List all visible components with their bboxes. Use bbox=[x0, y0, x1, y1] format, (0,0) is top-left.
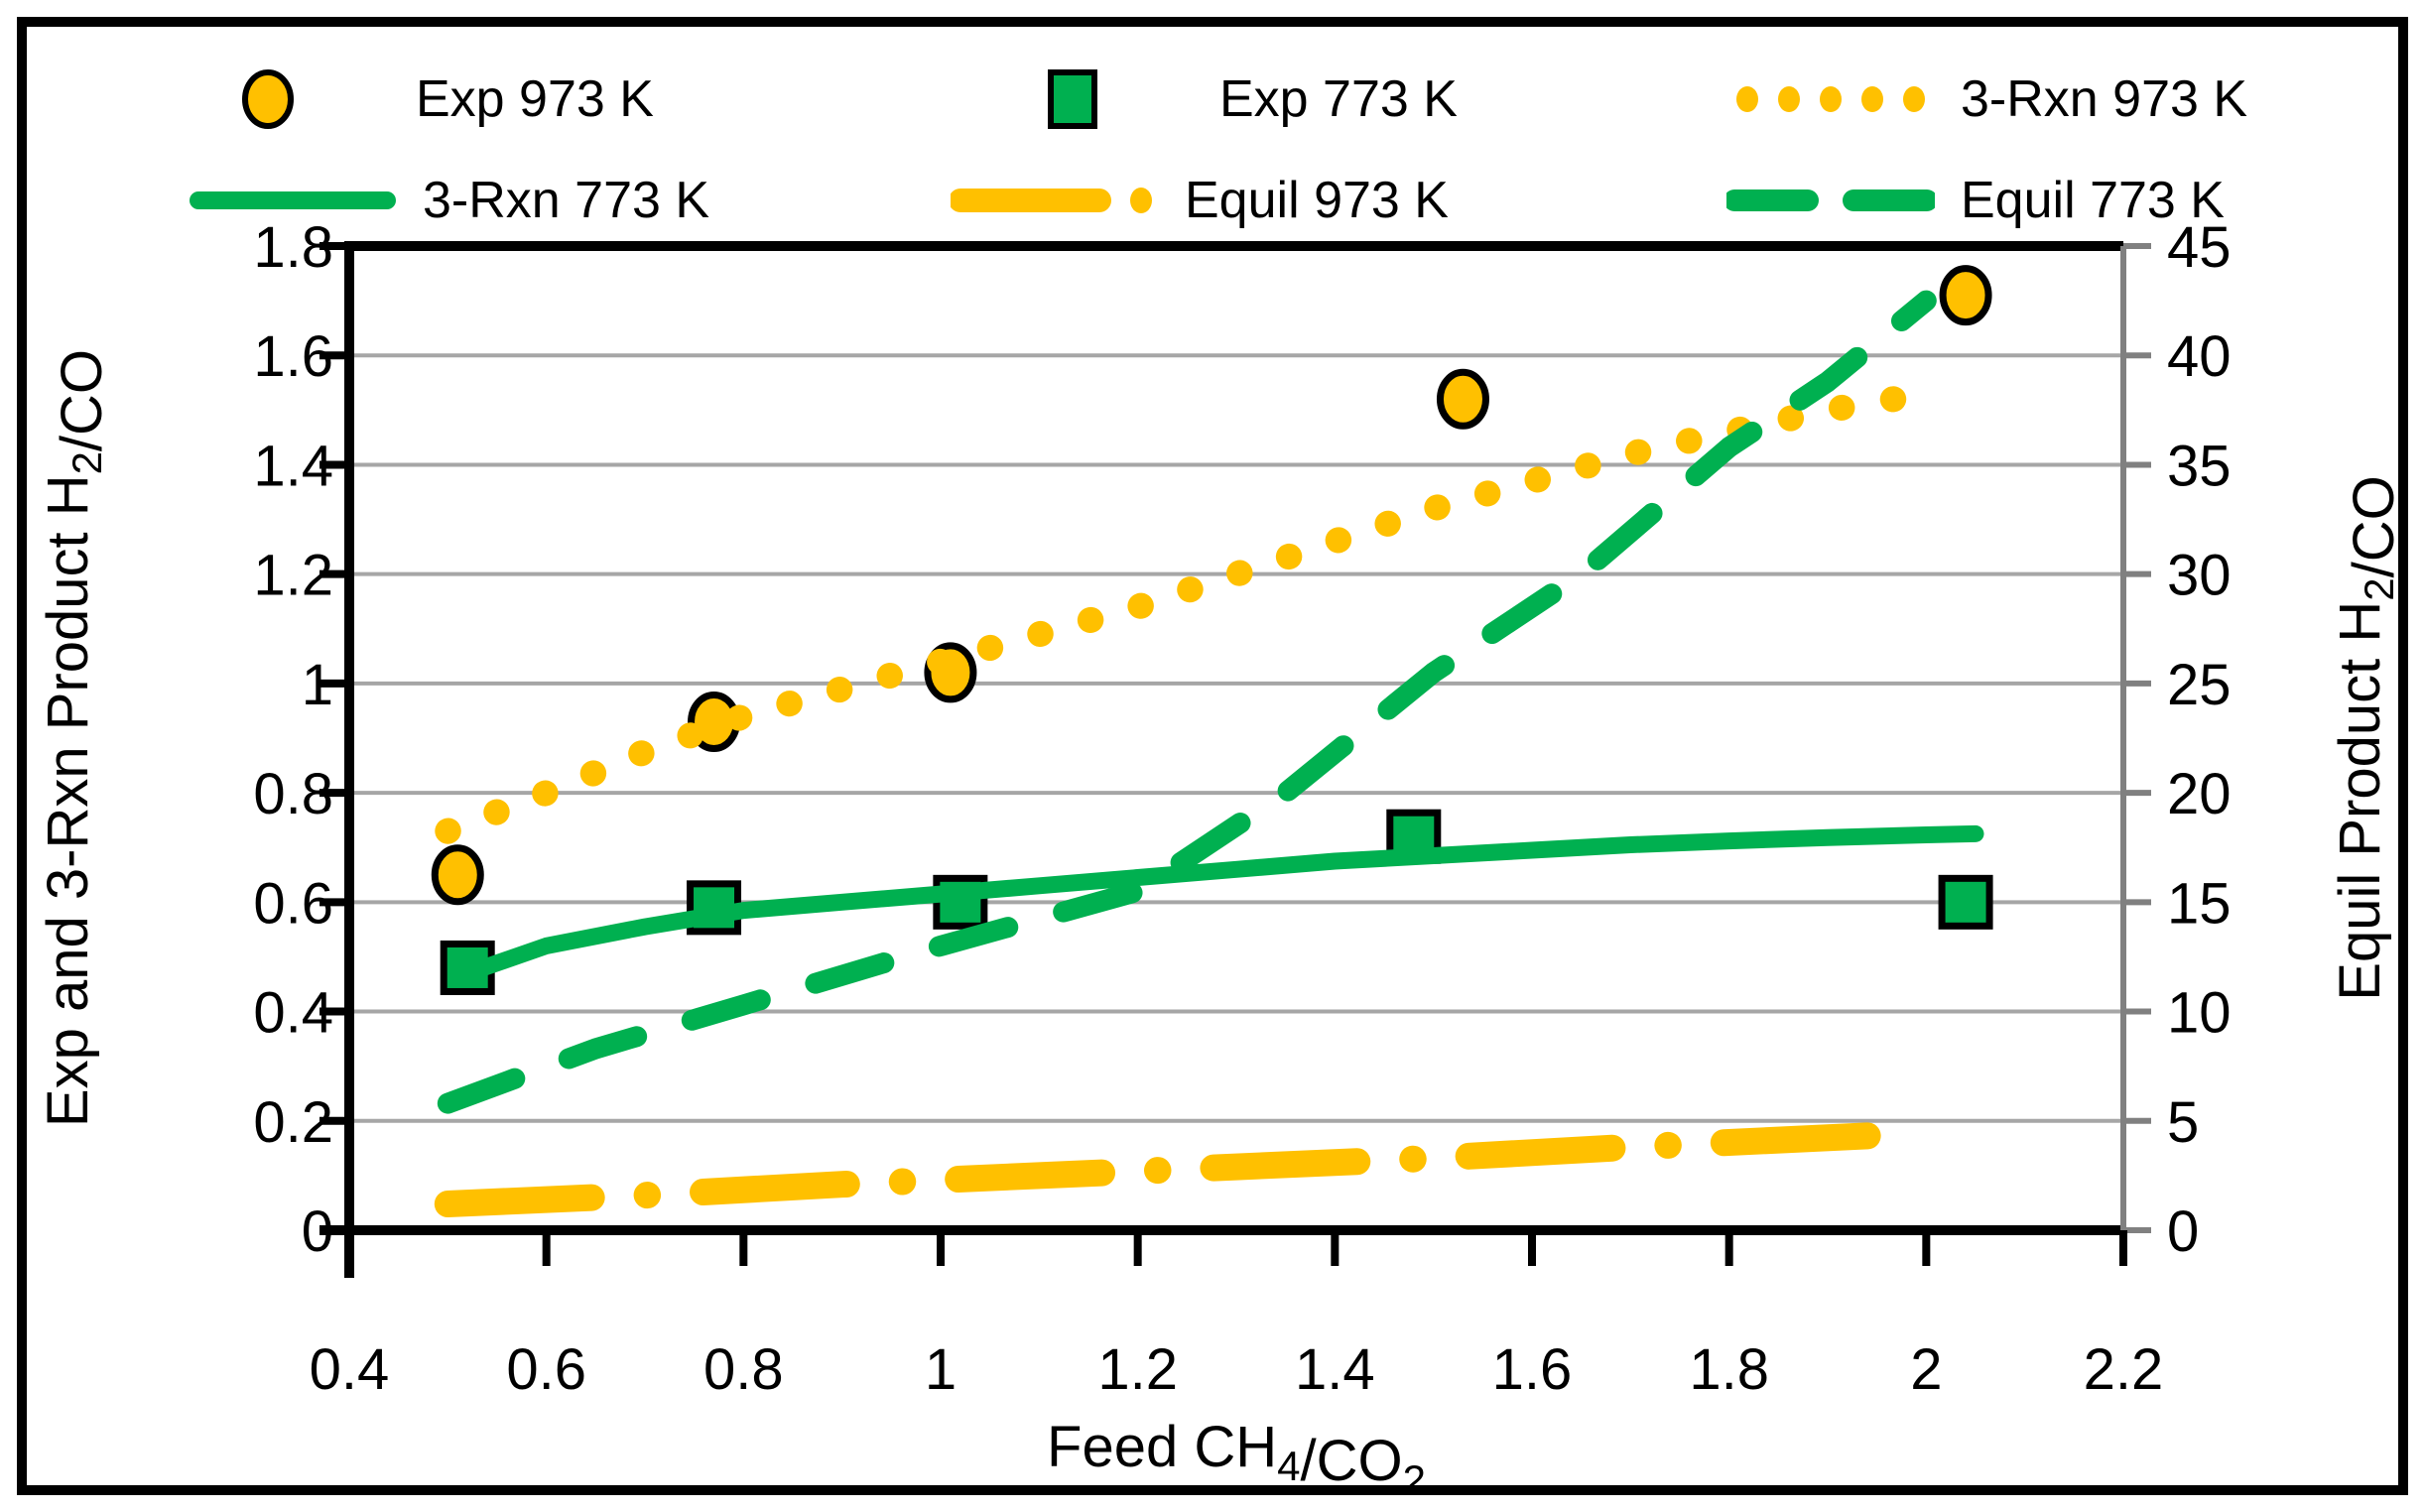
x-axis-title: Feed CH4/CO2 bbox=[1047, 1415, 1426, 1503]
data-point-circle bbox=[1939, 265, 1992, 326]
legend-item-exp-773: Exp 773 K bbox=[967, 67, 1458, 131]
plot-area bbox=[431, 265, 1993, 1217]
series-line-solid bbox=[458, 824, 1984, 982]
left-tick-label: 1.8 bbox=[253, 215, 333, 280]
left-tick-label: 0 bbox=[302, 1199, 333, 1264]
right-tick-label: 25 bbox=[2167, 653, 2232, 717]
legend-item-equil-773: Equil 773 K bbox=[1726, 169, 2225, 232]
series-line-dotted bbox=[435, 380, 1940, 844]
right-tick-label: 5 bbox=[2167, 1090, 2199, 1155]
solid-line-icon bbox=[190, 191, 396, 209]
left-tick-label: 1 bbox=[302, 653, 333, 717]
left-tick-label: 1.6 bbox=[253, 324, 333, 389]
x-tick-label: 2 bbox=[1910, 1337, 1942, 1402]
legend-item-3rxn-773: 3-Rxn 773 K bbox=[189, 169, 709, 232]
right-tick-label: 45 bbox=[2167, 215, 2232, 280]
x-tick-label: 1.6 bbox=[1492, 1337, 1573, 1402]
legend-label: Equil 773 K bbox=[1961, 172, 2225, 229]
data-point-square bbox=[1938, 874, 1993, 930]
data-point-circle bbox=[1436, 368, 1489, 430]
data-point-circle bbox=[431, 844, 484, 906]
dashed-line-icon bbox=[1726, 189, 1935, 211]
right-tick-label: 40 bbox=[2167, 324, 2232, 389]
left-tick-label: 0.8 bbox=[253, 762, 333, 826]
left-tick-label: 1.2 bbox=[253, 544, 333, 608]
legend-label: Exp 973 K bbox=[416, 70, 654, 128]
figure-border bbox=[17, 17, 2408, 1495]
left-tick-label: 0.4 bbox=[253, 981, 333, 1046]
dash-dot-line-icon bbox=[951, 188, 1152, 213]
left-tick-label: 0.2 bbox=[253, 1090, 333, 1155]
right-tick-label: 20 bbox=[2167, 762, 2232, 826]
x-tick-label: 0.6 bbox=[506, 1337, 586, 1402]
legend-label: Equil 973 K bbox=[1185, 172, 1449, 229]
right-tick-label: 30 bbox=[2167, 544, 2232, 608]
legend-label: 3-Rxn 973 K bbox=[1961, 70, 2248, 128]
x-tick-label: 1.8 bbox=[1689, 1337, 1769, 1402]
legend-label: 3-Rxn 773 K bbox=[423, 172, 710, 229]
right-tick-label: 0 bbox=[2167, 1199, 2199, 1264]
x-tick-label: 1.2 bbox=[1097, 1337, 1178, 1402]
left-tick-label: 1.4 bbox=[253, 434, 333, 498]
legend-label: Exp 773 K bbox=[1219, 70, 1458, 128]
x-tick-label: 2.2 bbox=[2084, 1337, 2164, 1402]
right-tick-label: 10 bbox=[2167, 981, 2232, 1046]
legend-item-equil-973: Equil 973 K bbox=[951, 169, 1449, 232]
circle-marker-icon bbox=[242, 69, 294, 129]
right-axis-title: Equil Product H2/CO bbox=[2328, 475, 2406, 1000]
dotted-line-icon bbox=[1736, 86, 1925, 112]
series-line-dashed bbox=[437, 290, 1937, 1114]
x-tick-label: 1 bbox=[925, 1337, 957, 1402]
right-tick-label: 15 bbox=[2167, 871, 2232, 936]
square-marker-icon bbox=[1048, 69, 1097, 129]
x-tick-label: 0.8 bbox=[703, 1337, 784, 1402]
right-tick-label: 35 bbox=[2167, 434, 2232, 498]
left-axis-title: Exp and 3-Rxn Product H2/CO bbox=[36, 349, 114, 1127]
legend-item-3rxn-973: 3-Rxn 973 K bbox=[1726, 67, 2247, 131]
x-tick-label: 0.4 bbox=[310, 1337, 390, 1402]
left-tick-label: 0.6 bbox=[253, 871, 333, 936]
series-line-dash-dot bbox=[434, 1120, 1920, 1217]
x-tick-label: 1.4 bbox=[1295, 1337, 1375, 1402]
legend-item-exp-973: Exp 973 K bbox=[164, 67, 654, 131]
